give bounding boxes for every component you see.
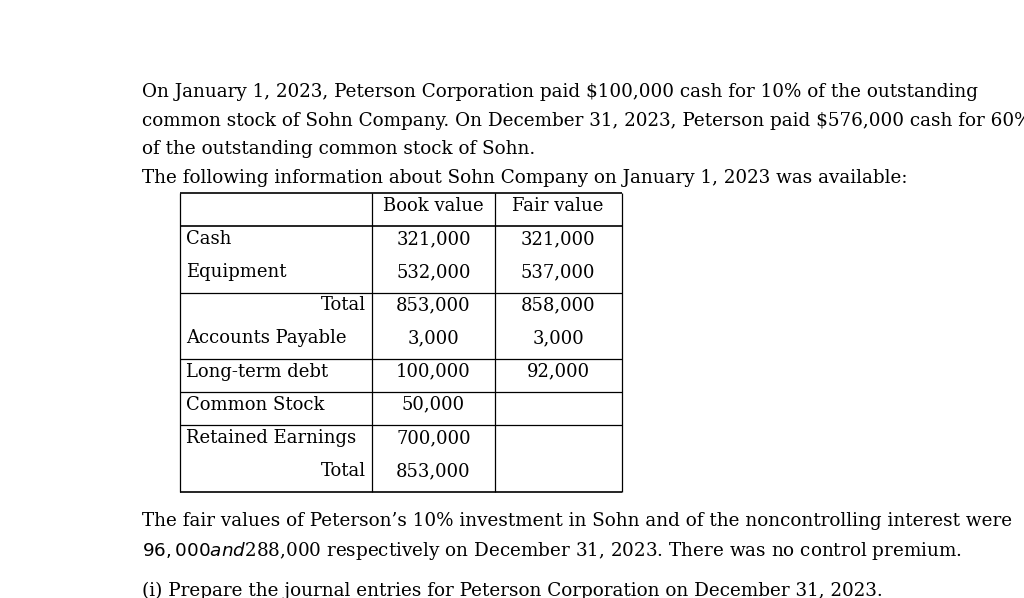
Text: 853,000: 853,000 — [396, 297, 471, 315]
Text: 100,000: 100,000 — [396, 362, 471, 381]
Text: On January 1, 2023, Peterson Corporation paid $100,000 cash for 10% of the outst: On January 1, 2023, Peterson Corporation… — [142, 83, 978, 101]
Text: Accounts Payable: Accounts Payable — [186, 329, 346, 347]
Text: Total: Total — [321, 297, 367, 315]
Text: 532,000: 532,000 — [396, 263, 471, 281]
Text: 853,000: 853,000 — [396, 462, 471, 480]
Text: common stock of Sohn Company. On December 31, 2023, Peterson paid $576,000 cash : common stock of Sohn Company. On Decembe… — [142, 112, 1024, 130]
Text: 537,000: 537,000 — [521, 263, 595, 281]
Text: 3,000: 3,000 — [532, 329, 584, 347]
Text: 321,000: 321,000 — [396, 230, 471, 248]
Text: 321,000: 321,000 — [521, 230, 595, 248]
Text: Long-term debt: Long-term debt — [186, 362, 328, 381]
Text: 50,000: 50,000 — [402, 396, 465, 414]
Text: The fair values of Peterson’s 10% investment in Sohn and of the noncontrolling i: The fair values of Peterson’s 10% invest… — [142, 511, 1013, 530]
Text: Fair value: Fair value — [512, 197, 604, 215]
Text: 700,000: 700,000 — [396, 429, 471, 447]
Text: Total: Total — [321, 462, 367, 480]
Text: Cash: Cash — [186, 230, 231, 248]
Text: (i) Prepare the journal entries for Peterson Corporation on December 31, 2023.: (i) Prepare the journal entries for Pete… — [142, 581, 883, 598]
Text: Book value: Book value — [383, 197, 484, 215]
Text: 3,000: 3,000 — [408, 329, 460, 347]
Text: Equipment: Equipment — [186, 263, 287, 281]
Text: 92,000: 92,000 — [526, 362, 590, 381]
Text: The following information about Sohn Company on January 1, 2023 was available:: The following information about Sohn Com… — [142, 169, 908, 187]
Text: Retained Earnings: Retained Earnings — [186, 429, 356, 447]
Text: of the outstanding common stock of Sohn.: of the outstanding common stock of Sohn. — [142, 141, 536, 158]
Text: 858,000: 858,000 — [521, 297, 595, 315]
Text: $96,000 and $288,000 respectively on December 31, 2023. There was no control pre: $96,000 and $288,000 respectively on Dec… — [142, 540, 963, 562]
Text: Common Stock: Common Stock — [186, 396, 325, 414]
